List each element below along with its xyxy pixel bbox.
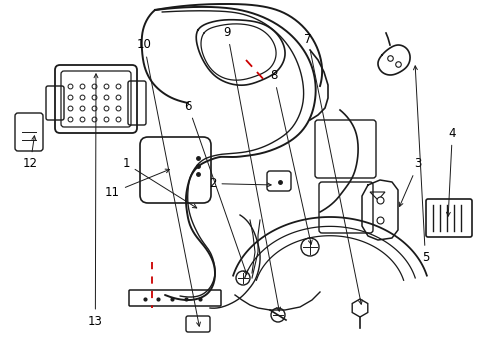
Text: 4: 4: [446, 127, 455, 216]
Text: 5: 5: [413, 66, 428, 264]
Text: 2: 2: [208, 177, 270, 190]
Text: 10: 10: [137, 39, 200, 326]
Text: 3: 3: [399, 157, 421, 206]
Text: 7: 7: [304, 33, 362, 304]
Text: 11: 11: [105, 169, 169, 199]
Text: 1: 1: [122, 157, 196, 208]
Text: 6: 6: [184, 100, 247, 274]
Text: 12: 12: [23, 136, 38, 170]
Text: 13: 13: [88, 74, 102, 328]
Text: 9: 9: [223, 26, 280, 311]
Text: 8: 8: [269, 69, 311, 244]
